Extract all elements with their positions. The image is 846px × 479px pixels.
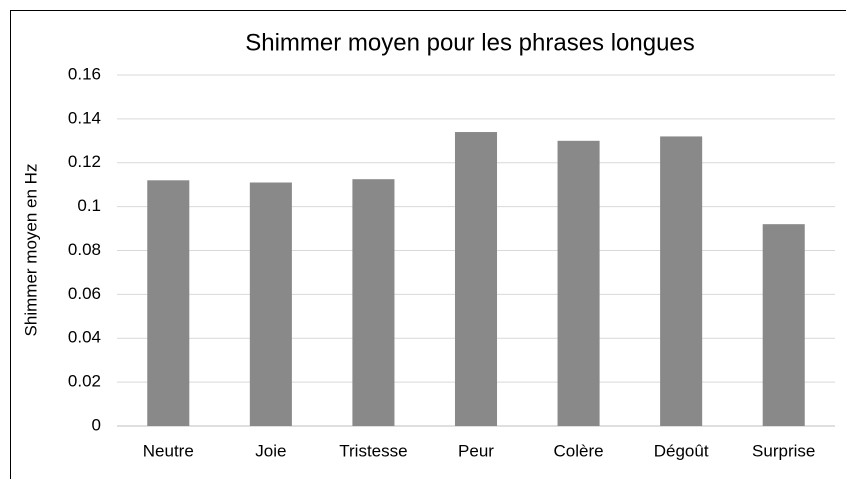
y-tick-label: 0.08 xyxy=(68,240,101,259)
y-tick-label: 0.04 xyxy=(68,328,101,347)
bar xyxy=(762,224,805,426)
y-tick-label: 0 xyxy=(92,415,101,434)
chart-title: Shimmer moyen pour les phrases longues xyxy=(245,29,695,56)
chart-border xyxy=(10,10,846,479)
y-tick-label: 0.16 xyxy=(68,64,101,83)
x-tick-label: Surprise xyxy=(752,441,815,460)
y-axis-title: Shimmer moyen en Hz xyxy=(21,164,40,337)
x-tick-label: Tristesse xyxy=(339,441,407,460)
bar xyxy=(147,180,190,426)
bar xyxy=(352,179,395,426)
bar xyxy=(249,182,292,426)
x-tick-label: Joie xyxy=(255,441,286,460)
x-tick-label: Dégoût xyxy=(654,441,709,460)
bar xyxy=(557,140,600,426)
y-tick-label: 0.14 xyxy=(68,108,101,127)
bar xyxy=(660,136,703,427)
bar xyxy=(454,132,498,426)
x-tick-label: Colère xyxy=(554,441,604,460)
y-tick-label: 0.1 xyxy=(77,196,101,215)
y-tick-label: 0.02 xyxy=(68,372,101,391)
x-tick-label: Peur xyxy=(458,441,494,460)
y-tick-label: 0.12 xyxy=(68,152,101,171)
x-tick-label: Neutre xyxy=(143,441,194,460)
y-tick-label: 0.06 xyxy=(68,284,101,303)
